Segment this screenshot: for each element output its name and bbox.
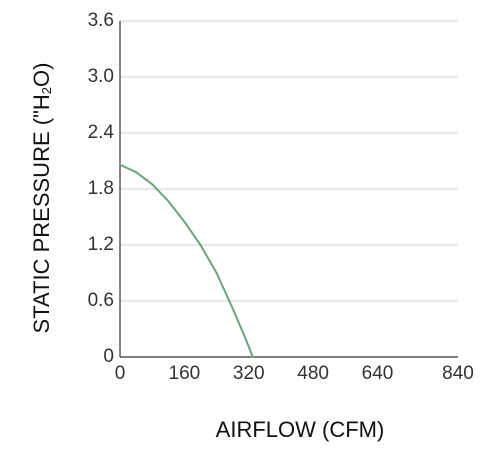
x-tick-label: 840 (442, 363, 474, 384)
y-tick-label: 3.0 (88, 66, 114, 87)
y-tick-label: 0.6 (88, 290, 114, 311)
grid-layer (120, 20, 458, 302)
y-tick-label: 3.6 (88, 10, 114, 31)
y-axis-title: STATIC PRESSURE ("H2O) (29, 63, 55, 334)
y-axis-title-end: O) (29, 63, 54, 87)
y-tick-label: 2.4 (88, 122, 115, 143)
y-axis-title-subscript: 2 (39, 87, 54, 94)
y-tick-label: 1.2 (88, 234, 114, 255)
x-tick-label: 320 (233, 363, 265, 384)
y-tick-label: 1.8 (88, 178, 114, 199)
x-tick-label: 640 (362, 363, 394, 384)
x-tick-label: 160 (169, 363, 201, 384)
series-line (119, 163, 254, 358)
ticks-layer: 0 0.6 1.2 1.8 2.4 3.0 3.6 0 160 320 480 640 840 (88, 10, 474, 384)
axes-layer (119, 21, 458, 358)
x-tick-label: 0 (115, 363, 126, 384)
y-tick-label: 0 (103, 346, 114, 367)
x-tick-label: 480 (297, 363, 329, 384)
x-axis-title: AIRFLOW (CFM) (216, 417, 385, 442)
series-layer (119, 163, 254, 358)
y-axis-title-main: STATIC PRESSURE ("H (29, 94, 54, 333)
